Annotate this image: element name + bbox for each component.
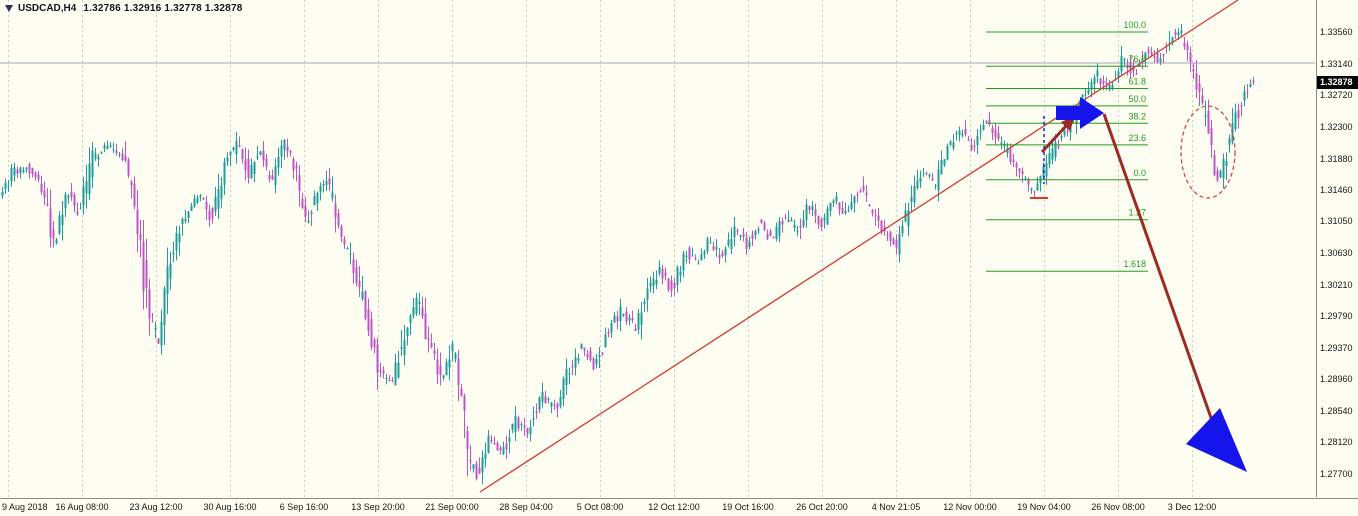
time-axis-label: 9 Aug 2018 [2, 502, 48, 512]
price-axis-tick: 1.28120 [1320, 437, 1353, 448]
fib-level-label: 23.6 [1128, 133, 1146, 143]
dashed-ellipse[interactable] [1180, 105, 1236, 199]
price-axis-tick: 1.28960 [1320, 374, 1353, 384]
price-axis-tick: 1.31460 [1320, 185, 1353, 196]
candles-down-bodies [16, 31, 1255, 479]
symbol-icon [5, 5, 13, 12]
trendline[interactable] [479, 0, 1239, 493]
symbol-timeframe-label: USDCAD,H4 [18, 3, 77, 14]
short-maroon-arrow[interactable] [1040, 124, 1068, 154]
price-axis-tick: 1.30630 [1320, 248, 1353, 258]
current-price-value: 1.32878 [1320, 77, 1353, 88]
blue-right-arrow[interactable] [1056, 97, 1104, 129]
time-axis-label: 19 Oct 16:00 [722, 502, 774, 512]
fib-level-label: 76.8 [1128, 54, 1146, 64]
time-axis-label: 26 Nov 08:00 [1091, 502, 1145, 512]
time-axis-label: 26 Oct 20:00 [796, 502, 848, 512]
fib-level-label: 100.0 [1123, 20, 1146, 30]
time-axis-label: 5 Oct 08:00 [576, 502, 624, 512]
candles-up-wicks [2, 24, 1251, 485]
time-axis-label: 3 Dec 12:00 [1167, 502, 1217, 512]
time-axis-label: 23 Aug 12:00 [129, 502, 183, 512]
candles-down-wicks [17, 29, 1254, 481]
price-axis[interactable]: 1.32878 1.33560 1.33140 1.32720 1.32300 1.31… [1316, 0, 1358, 497]
time-axis-label: 16 Aug 08:00 [55, 502, 109, 512]
time-axis[interactable]: 9 Aug 2018 16 Aug 08:00 23 Aug 12:00 30 Aug… [0, 498, 1358, 516]
time-axis-label: 19 Nov 04:00 [1017, 502, 1071, 512]
price-axis-tick: 1.32300 [1320, 122, 1353, 132]
price-axis-tick: 1.29370 [1320, 343, 1353, 354]
quote-ohlc-values: 1.32786 1.32916 1.32778 1.32878 [83, 3, 243, 14]
chart-plot-area[interactable]: 100.076.861.850.038.223.60.01.271.618 US… [0, 0, 1315, 497]
time-axis-label: 12 Nov 00:00 [943, 502, 997, 512]
chart-header: USDCAD,H4 1.32786 1.32916 1.32778 1.3287… [5, 3, 242, 14]
time-axis-label: 12 Oct 12:00 [648, 502, 700, 512]
price-axis-tick: 1.27700 [1320, 469, 1353, 479]
fib-level-label: 61.8 [1128, 77, 1146, 87]
price-axis-tick: 1.33560 [1320, 27, 1353, 37]
price-axis-tick: 1.29790 [1320, 311, 1353, 322]
price-axis-tick: 1.28540 [1320, 405, 1353, 416]
fib-level-label: 0.0 [1133, 168, 1146, 178]
candles-up-bodies [1, 30, 1252, 473]
time-axis-label: 6 Sep 16:00 [279, 502, 329, 512]
price-axis-tick: 1.30210 [1320, 279, 1353, 290]
blue-down-arrow[interactable] [1186, 408, 1247, 472]
fib-level-label: 1.618 [1123, 259, 1146, 269]
time-axis-label: 21 Sep 00:00 [425, 502, 479, 512]
price-axis-tick: 1.31880 [1320, 153, 1353, 164]
current-price-box: 1.32878 [1317, 76, 1358, 90]
time-axis-label: 4 Nov 21:05 [871, 502, 921, 512]
price-axis-tick: 1.32720 [1320, 90, 1353, 101]
fib-level-label: 38.2 [1128, 111, 1146, 121]
vertical-gridlines [8, 0, 1193, 497]
price-chart[interactable]: 100.076.861.850.038.223.60.01.271.618 [0, 0, 1315, 497]
price-axis-tick: 1.31050 [1320, 216, 1353, 227]
long-maroon-arrow[interactable] [1102, 113, 1218, 433]
time-axis-label: 28 Sep 04:00 [499, 502, 553, 512]
price-axis-tick: 1.33140 [1320, 58, 1353, 69]
time-axis-label: 30 Aug 16:00 [203, 502, 257, 512]
time-axis-label: 13 Sep 20:00 [351, 502, 405, 512]
fib-level-label: 50.0 [1128, 94, 1146, 104]
